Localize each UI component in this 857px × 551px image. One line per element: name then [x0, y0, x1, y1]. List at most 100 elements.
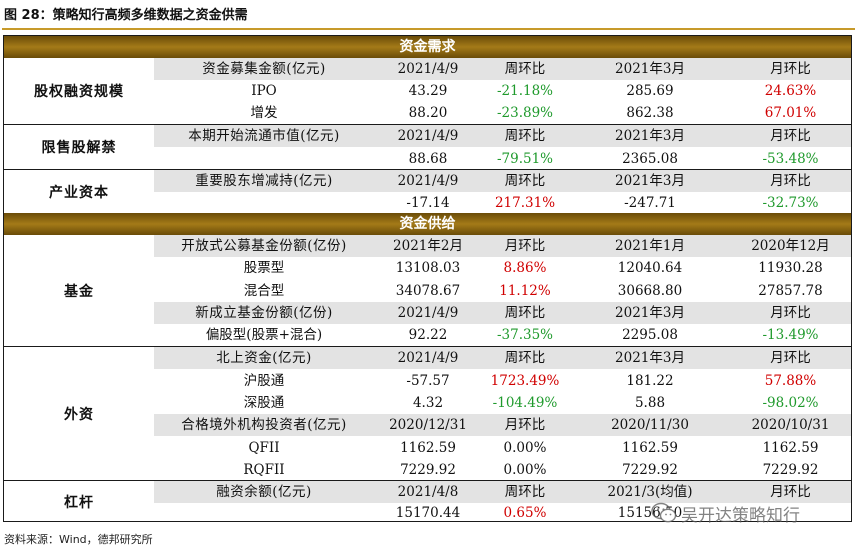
cell-v2: 285.69 — [626, 83, 674, 99]
cell-label: 深股通 — [243, 394, 285, 411]
cell-label: IPO — [251, 83, 277, 99]
table-header-row: 融资余额(亿元) 2021/4/8 周环比 2021/3(均值) 月环比 — [154, 480, 851, 503]
section-label: 基金 — [64, 283, 94, 300]
cell-c2: 57.88% — [764, 372, 817, 389]
cell-c2: -53.48% — [762, 150, 819, 167]
cell-v1: 88.20 — [408, 105, 448, 121]
table-row: 偏股型(股票+混合) 92.22 -37.35% 2295.08 -13.49% — [154, 324, 851, 346]
cell-label: 股票型 — [243, 260, 285, 277]
cell-c2: 2020年12月 — [751, 238, 830, 255]
cell-c2: 月环比 — [770, 304, 811, 321]
table-row: RQFII 7229.92 0.00% 7229.92 7229.92 — [154, 459, 851, 481]
cell-c1: 0.00% — [503, 461, 547, 478]
cell-label: 北上资金(亿元) — [216, 350, 312, 367]
cell-v2: 2021年3月 — [615, 128, 685, 145]
cell-v2: 2365.08 — [622, 150, 678, 167]
cell-label: 融资余额(亿元) — [216, 483, 312, 500]
cell-label: QFII — [248, 439, 280, 456]
cell-label: 混合型 — [243, 282, 285, 299]
section-label: 产业资本 — [49, 184, 109, 201]
cell-c2: 月环比 — [770, 128, 811, 145]
table-row: 88.68 -79.51% 2365.08 -53.48% — [154, 148, 851, 170]
cell-v1: 92.22 — [408, 326, 448, 343]
cell-c1: 周环比 — [504, 350, 546, 367]
table-row: 增发 88.20 -23.89% 862.38 67.01% — [154, 102, 851, 124]
section-label: 杠杆 — [64, 495, 94, 511]
cell-v2: 862.38 — [626, 105, 674, 121]
cell-v1: 15170.44 — [395, 505, 461, 522]
cell-v1: 34078.67 — [395, 282, 461, 299]
cell-c1: 周环比 — [504, 61, 546, 77]
cell-v2: 30668.80 — [617, 282, 683, 299]
cell-v1: 2021/4/8 — [397, 483, 459, 500]
cell-c2: 24.63% — [764, 83, 817, 99]
cell-v1: 2021/4/9 — [397, 61, 459, 77]
cell-v1: 2021/4/9 — [397, 128, 459, 145]
section-lockup-release: 限售股解禁 本期开始流通市值(亿元) 2021/4/9 周环比 2021年3月 月环比 88… — [4, 124, 851, 169]
cell-label: 新成立基金份额(亿份) — [195, 304, 333, 321]
cell-c1: -23.89% — [496, 105, 554, 121]
section-foreign-capital: 外资 北上资金(亿元) 2021/4/9 周环比 2021年3月 月环比 沪股通 -57.57… — [4, 346, 851, 480]
section-label: 股权融资规模 — [34, 84, 124, 100]
cell-v1: 43.29 — [408, 83, 448, 99]
cell-v1: 1162.59 — [400, 439, 456, 456]
cell-label: 合格境外机构投资者(亿元) — [181, 417, 347, 434]
table-row: 深股通 4.32 -104.49% 5.88 -98.02% — [154, 392, 851, 414]
wechat-icon — [651, 502, 677, 523]
cell-c2: -13.49% — [762, 326, 819, 343]
section-leverage: 杠杆 融资余额(亿元) 2021/4/8 周环比 2021/3(均值) 月环比 15170.… — [4, 480, 851, 523]
data-table: 资金需求 股权融资规模 资金募集金额(亿元) 2021/4/9 周环比 2021年3月月… — [3, 35, 852, 522]
table-row: IPO 43.29 -21.18% 285.69 24.63% — [154, 80, 851, 102]
figure-title: 图 28：策略知行高频多维数据之资金供需 — [4, 8, 248, 23]
cell-c2: 月环比 — [770, 61, 811, 77]
title-rule — [2, 28, 855, 30]
cell-v2: 181.22 — [626, 372, 674, 389]
section-label: 限售股解禁 — [41, 140, 117, 156]
cell-v1: 7229.92 — [400, 461, 456, 478]
cell-c1: 月环比 — [504, 238, 546, 255]
cell-v1: 2021/4/9 — [397, 350, 459, 367]
watermark: 吴开达策略知行 — [651, 500, 800, 526]
cell-v1: 13108.03 — [395, 260, 461, 277]
cell-label — [154, 192, 374, 214]
cell-v2: 2021年3月 — [615, 304, 685, 321]
cell-v2: 2021年3月 — [615, 350, 685, 367]
section-industry-capital: 产业资本 重要股东增减持(亿元) 2021/4/9 周环比 2021年3月 月环比 -17.… — [4, 169, 851, 213]
cell-v2: 12040.64 — [617, 260, 683, 277]
cell-c1: 周环比 — [504, 483, 546, 500]
cell-v2: 2021年1月 — [615, 238, 685, 255]
cell-label — [154, 502, 374, 524]
cell-label: 偏股型(股票+混合) — [205, 326, 323, 343]
table-row: 沪股通 -57.57 1723.49% 181.22 57.88% — [154, 370, 851, 392]
cell-v2: 2021年3月 — [615, 173, 685, 189]
cell-c2: 月环比 — [770, 483, 811, 500]
band-supply: 资金供给 — [4, 213, 851, 235]
table-row: 混合型 34078.67 11.12% 30668.80 27857.78 — [154, 280, 851, 302]
cell-c1: 周环比 — [504, 304, 546, 321]
cell-v2: -247.71 — [624, 195, 676, 211]
cell-c1: 1723.49% — [490, 372, 560, 389]
cell-v1: 2020/12/31 — [389, 417, 467, 434]
cell-label: 增发 — [250, 105, 278, 121]
cell-label: 开放式公募基金份额(亿份) — [181, 238, 347, 255]
table-header-row: 本期开始流通市值(亿元) 2021/4/9 周环比 2021年3月 月环比 — [154, 125, 851, 148]
watermark-text: 吴开达策略知行 — [681, 505, 800, 526]
cell-c1: 周环比 — [504, 128, 546, 145]
cell-label: 本期开始流通市值(亿元) — [188, 128, 340, 145]
cell-v2: 2021年3月 — [615, 61, 685, 77]
cell-c1: 217.31% — [494, 195, 556, 211]
cell-v2: 2020/11/30 — [611, 417, 689, 434]
cell-c1: 周环比 — [504, 173, 546, 189]
section-funds: 基金 开放式公募基金份额(亿份) 2021年2月 月环比 2021年1月 2020年12月… — [4, 235, 851, 346]
table-header-row: 新成立基金份额(亿份) 2021/4/9 周环比 2021年3月 月环比 — [154, 301, 851, 324]
table-header-row: 北上资金(亿元) 2021/4/9 周环比 2021年3月 月环比 — [154, 347, 851, 370]
band-demand: 资金需求 — [4, 36, 851, 58]
cell-c2: 月环比 — [770, 350, 811, 367]
cell-v1: 4.32 — [412, 394, 444, 411]
section-label: 外资 — [64, 406, 94, 423]
cell-c1: -37.35% — [496, 326, 554, 343]
cell-label — [154, 148, 374, 170]
cell-c1: 月环比 — [504, 417, 546, 434]
cell-label: 沪股通 — [243, 372, 285, 389]
cell-c2: -32.73% — [762, 195, 819, 211]
